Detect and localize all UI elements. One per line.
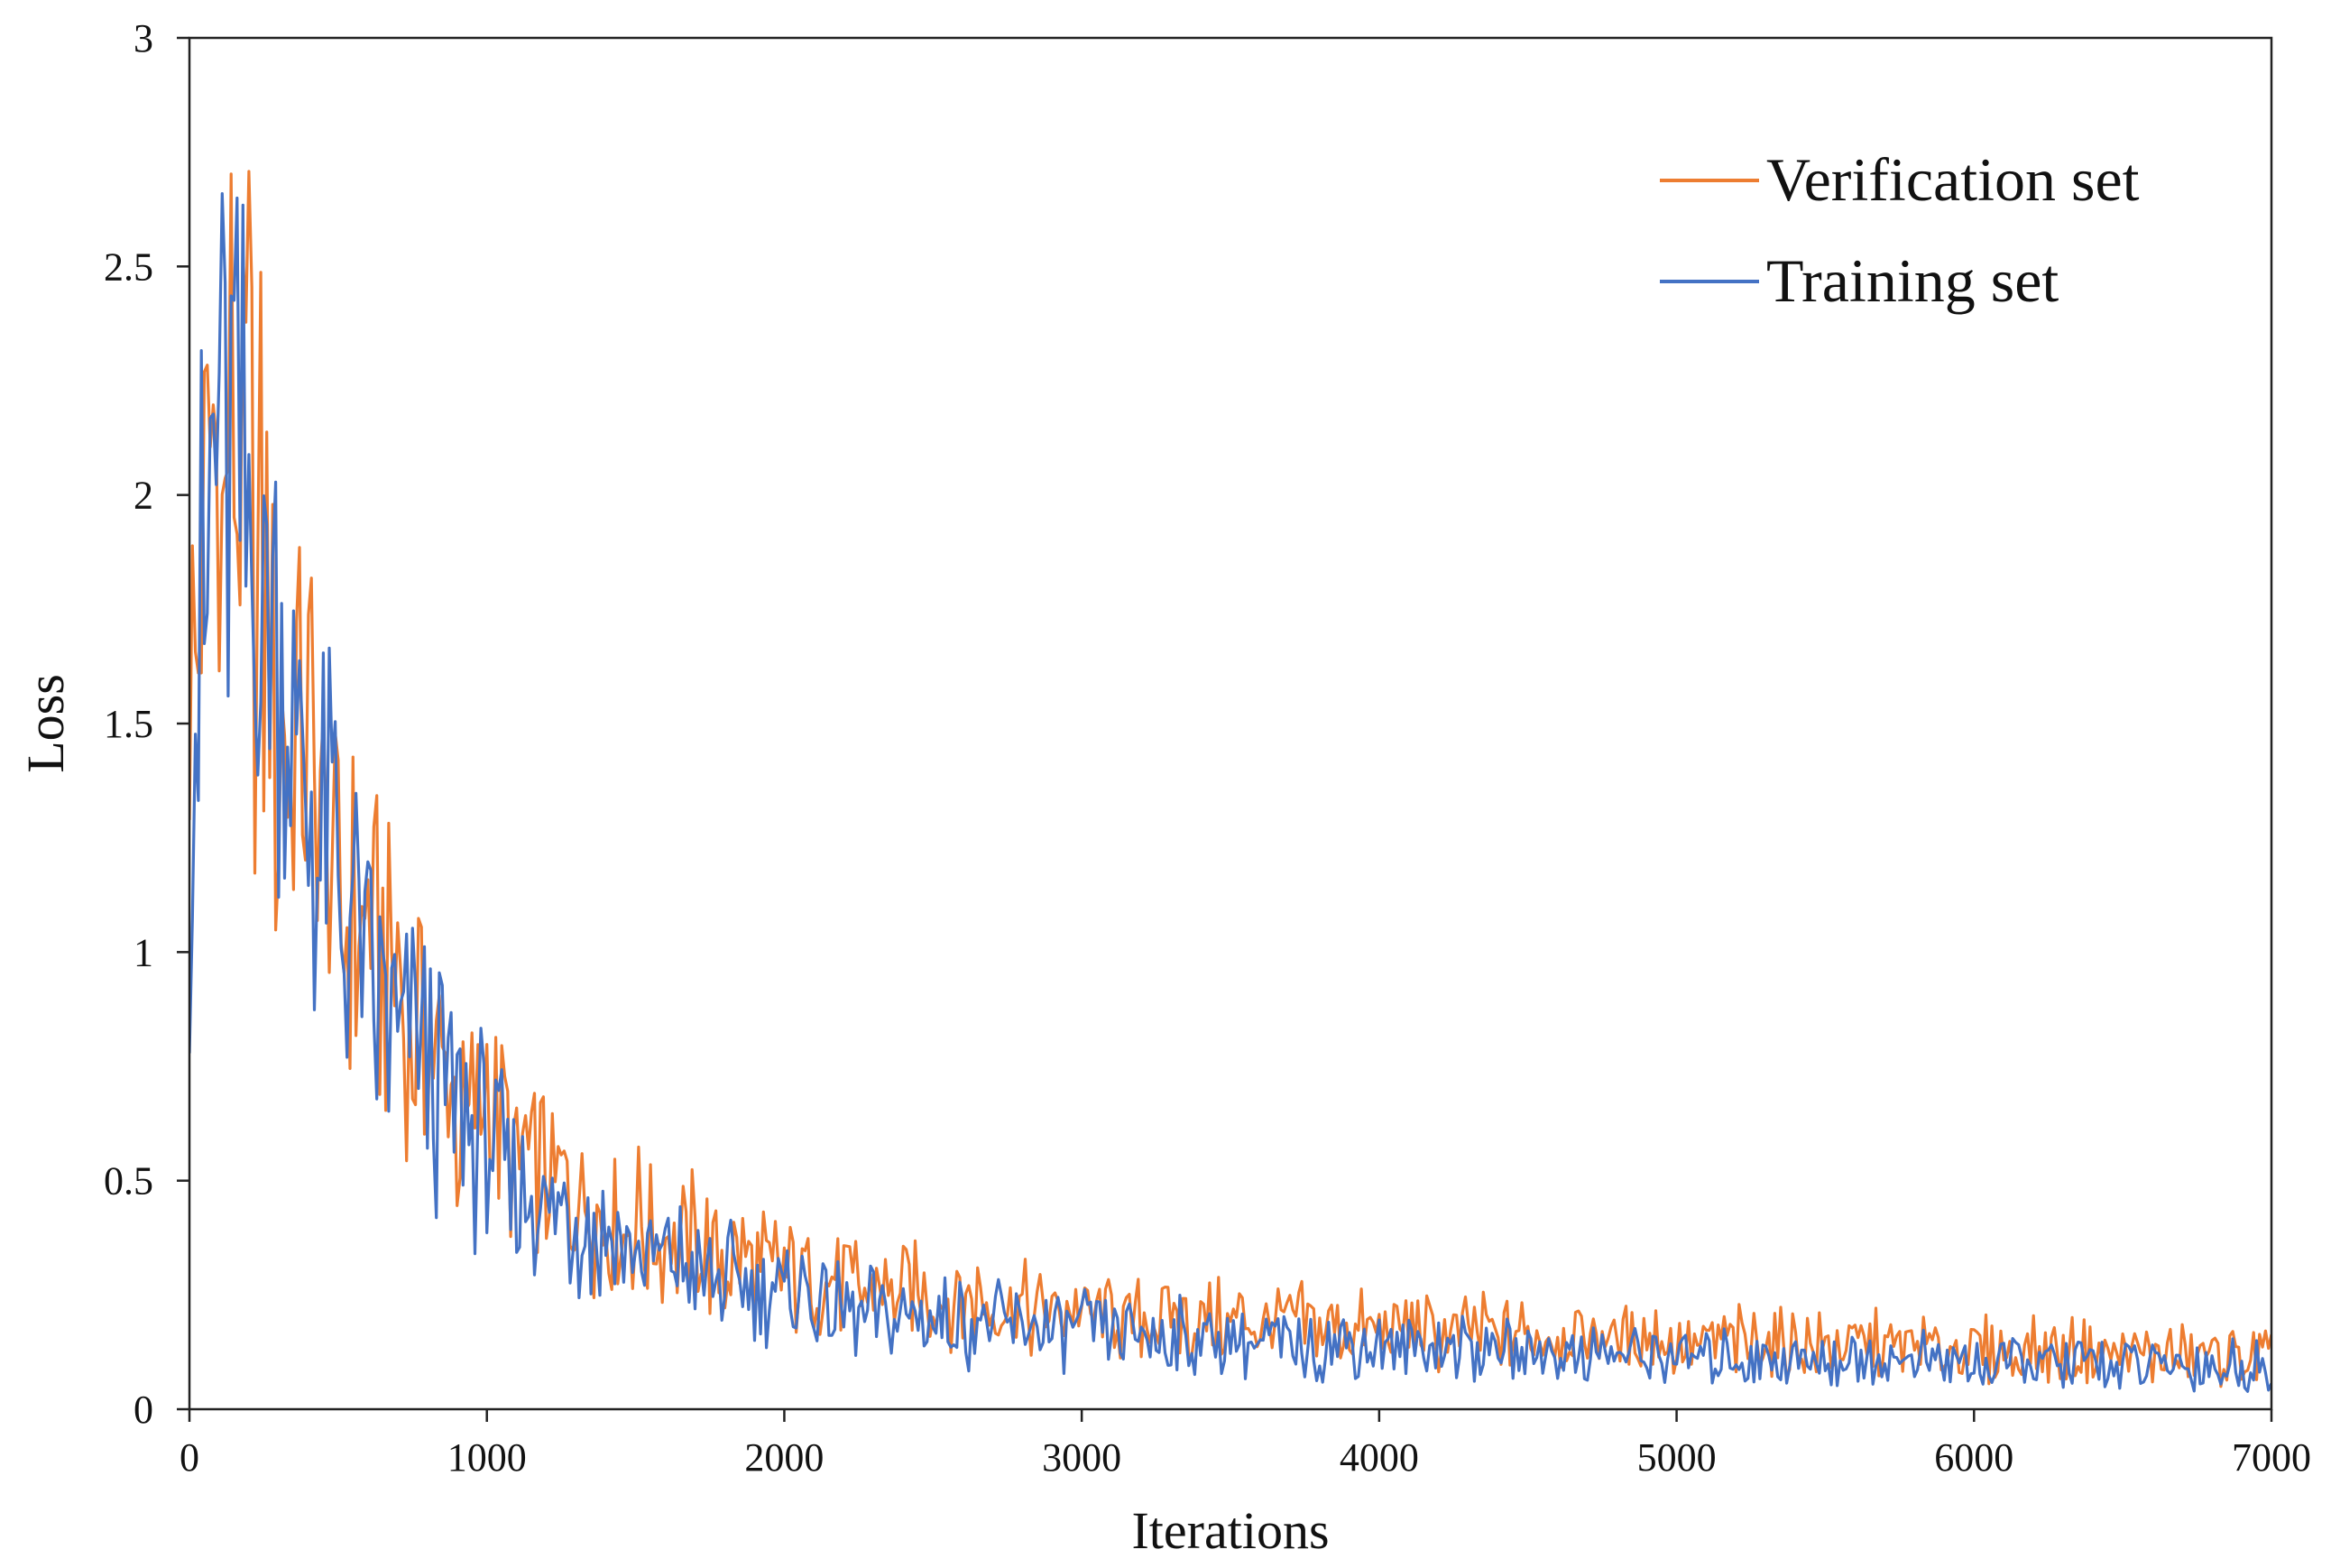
x-tick-label: 3000: [1042, 1435, 1121, 1480]
x-tick-label: 2000: [744, 1435, 824, 1480]
legend-label-training-set: Training set: [1766, 246, 2059, 315]
y-tick-label: 1.5: [104, 702, 153, 746]
y-tick-label: 3: [134, 16, 153, 60]
y-tick-label: 2.5: [104, 244, 153, 289]
y-tick-label: 0.5: [104, 1159, 153, 1204]
x-tick-label: 5000: [1637, 1435, 1717, 1480]
y-tick-label: 2: [134, 474, 153, 518]
x-tick-label: 6000: [1934, 1435, 2013, 1480]
y-axis-title: Loss: [16, 674, 75, 773]
y-tick-label: 0: [134, 1388, 153, 1432]
y-tick-label: 1: [134, 930, 153, 974]
x-tick-label: 7000: [2232, 1435, 2311, 1480]
legend-label-verification-set: Verification set: [1766, 145, 2140, 214]
x-tick-label: 0: [180, 1435, 199, 1480]
x-axis-title: Iterations: [1131, 1501, 1329, 1560]
x-tick-label: 1000: [447, 1435, 527, 1480]
x-tick-label: 4000: [1340, 1435, 1419, 1480]
